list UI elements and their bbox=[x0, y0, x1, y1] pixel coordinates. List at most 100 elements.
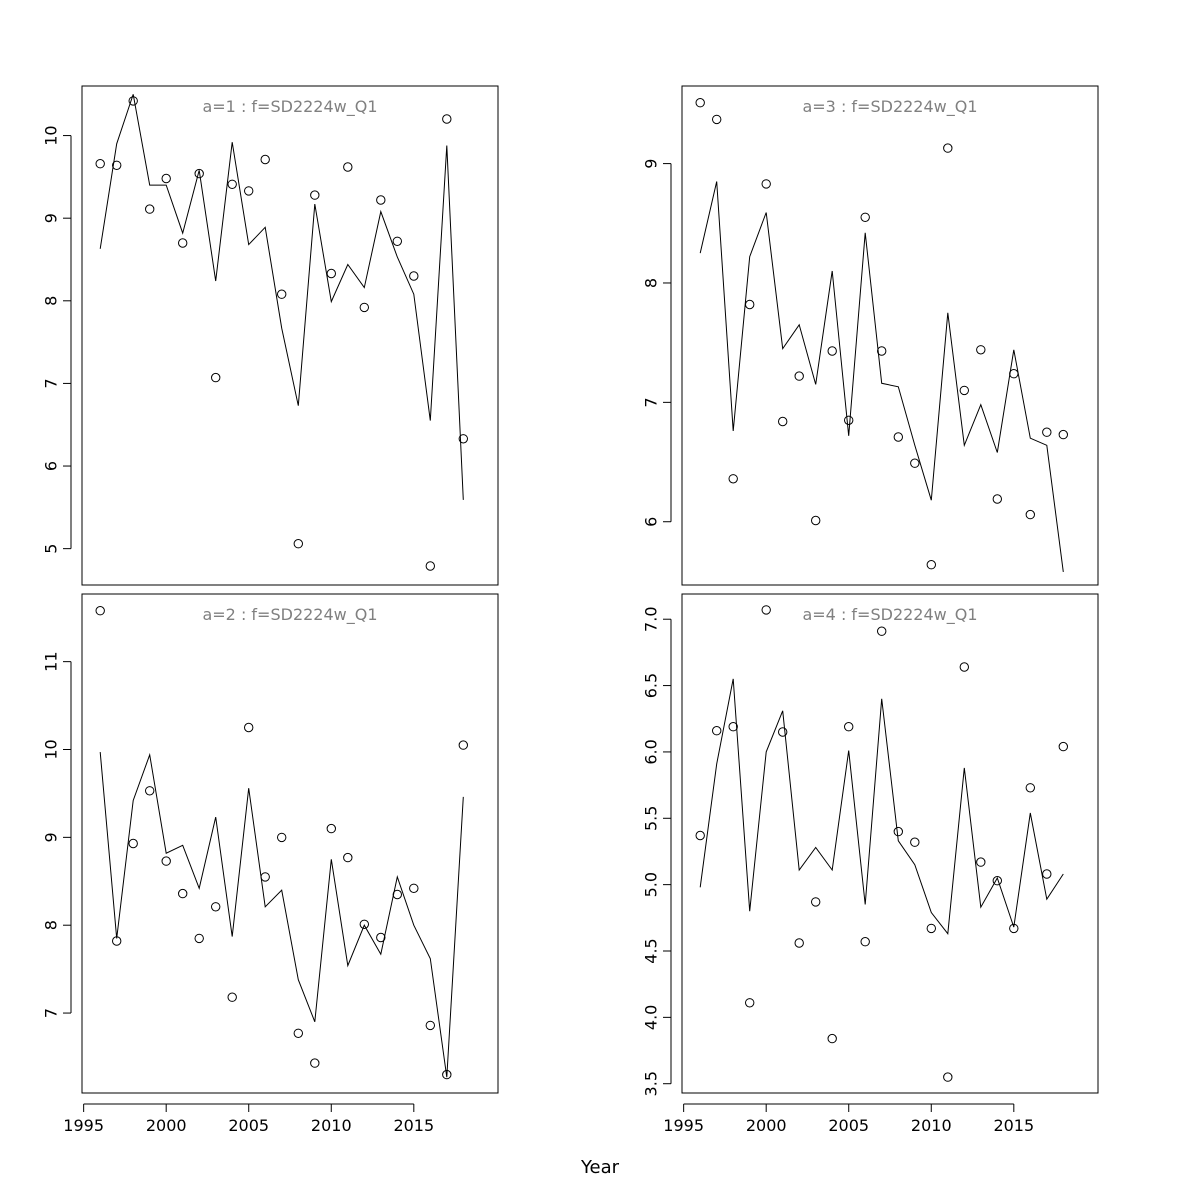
panel-1: a=1 : f=SD2224w_Q1 5 6 7 8 9 10 bbox=[42, 85, 499, 586]
observed-point bbox=[844, 722, 854, 732]
observed-point bbox=[778, 727, 788, 737]
observed-point bbox=[976, 345, 986, 355]
observed-point bbox=[178, 238, 188, 248]
y-tick-label: 10 bbox=[42, 739, 61, 759]
observed-point bbox=[860, 937, 870, 947]
observed-point bbox=[728, 474, 738, 484]
observed-point bbox=[161, 173, 171, 184]
observed-point bbox=[827, 1033, 837, 1044]
observed-point bbox=[910, 458, 920, 468]
plot-frame bbox=[81, 85, 499, 586]
observed-point bbox=[211, 372, 221, 383]
observed-point bbox=[811, 515, 821, 526]
y-tick-label: 7.0 bbox=[642, 606, 661, 631]
observed-point bbox=[310, 190, 320, 200]
x-tick-label: 2015 bbox=[393, 1116, 434, 1135]
y-tick-label: 6 bbox=[42, 461, 61, 471]
observed-point bbox=[794, 938, 804, 948]
x-tick-label: 2005 bbox=[828, 1116, 869, 1135]
y-tick-label: 7 bbox=[642, 397, 661, 407]
x-tick-label: 1995 bbox=[63, 1116, 104, 1135]
observed-point bbox=[860, 212, 870, 223]
observed-point bbox=[728, 722, 738, 732]
observed-point bbox=[161, 856, 171, 866]
observed-point bbox=[959, 662, 969, 672]
observed-point bbox=[877, 346, 887, 356]
x-tick-label: 2000 bbox=[146, 1116, 187, 1135]
observed-point bbox=[458, 740, 468, 750]
observed-point bbox=[893, 826, 903, 837]
y-tick-label: 5.5 bbox=[642, 806, 661, 831]
panels: a=1 : f=SD2224w_Q1 5 6 7 8 9 10 a=3 : f=SD2224w… bbox=[42, 85, 1099, 1135]
observed-point bbox=[326, 823, 336, 834]
y-tick-label: 8 bbox=[42, 296, 61, 306]
x-tick-label: 2010 bbox=[911, 1116, 952, 1135]
observed-point bbox=[778, 416, 788, 427]
y-tick-label: 10 bbox=[42, 125, 61, 145]
y-tick-label: 9 bbox=[42, 213, 61, 223]
observed-point bbox=[194, 168, 204, 179]
observed-point bbox=[227, 992, 237, 1002]
panel-3: a=2 : f=SD2224w_Q1 7 8 9 10 11 1995 2000 2005 201… bbox=[42, 593, 499, 1135]
y-tick-label: 6.0 bbox=[642, 739, 661, 764]
observed-point bbox=[277, 832, 287, 843]
fitted-line bbox=[99, 94, 464, 500]
panel-title: a=3 : f=SD2224w_Q1 bbox=[802, 97, 977, 117]
panel-4: a=4 : f=SD2224w_Q1 3.5 4.0 4.5 5.0 5.5 6.0 6.5 7… bbox=[642, 593, 1099, 1135]
observed-point bbox=[95, 159, 105, 169]
observed-point bbox=[992, 494, 1002, 504]
observed-point bbox=[376, 932, 386, 943]
panel-title: a=1 : f=SD2224w_Q1 bbox=[202, 97, 377, 117]
observed-point bbox=[359, 919, 369, 929]
observed-point bbox=[95, 606, 105, 616]
observed-point bbox=[877, 626, 887, 636]
observed-point bbox=[128, 838, 138, 849]
y-tick-label: 5.0 bbox=[642, 872, 661, 897]
observed-point bbox=[145, 786, 155, 796]
observed-point bbox=[695, 98, 705, 108]
x-tick-label: 2010 bbox=[311, 1116, 352, 1135]
observed-point bbox=[1042, 869, 1052, 879]
observed-point bbox=[761, 605, 771, 615]
y-tick-label: 4.0 bbox=[642, 1005, 661, 1030]
y-tick-label: 8 bbox=[42, 920, 61, 930]
x-tick-label: 2015 bbox=[993, 1116, 1034, 1135]
observed-point bbox=[712, 114, 722, 125]
observed-point bbox=[359, 302, 369, 313]
observed-point bbox=[326, 268, 336, 279]
observed-point bbox=[343, 852, 353, 863]
panel-title: a=2 : f=SD2224w_Q1 bbox=[202, 605, 377, 625]
observed-point bbox=[409, 271, 419, 281]
y-tick-label: 5 bbox=[42, 544, 61, 554]
observed-point bbox=[712, 726, 722, 736]
observed-point bbox=[992, 876, 1002, 886]
x-tick-label: 2000 bbox=[746, 1116, 787, 1135]
observed-point bbox=[893, 432, 903, 442]
observed-point bbox=[926, 923, 936, 934]
observed-point bbox=[442, 114, 452, 124]
observed-point bbox=[976, 857, 986, 867]
observed-point bbox=[227, 179, 237, 190]
observed-point bbox=[943, 1072, 953, 1082]
observed-point bbox=[376, 195, 386, 205]
observed-point bbox=[761, 179, 771, 189]
observed-point bbox=[293, 1028, 303, 1039]
observed-point bbox=[145, 204, 155, 214]
observed-point bbox=[425, 561, 435, 571]
observed-point bbox=[425, 1020, 435, 1031]
panel-2: a=3 : f=SD2224w_Q1 6 7 8 9 bbox=[642, 85, 1099, 586]
observed-point bbox=[926, 560, 936, 570]
y-tick-label: 7 bbox=[42, 378, 61, 388]
y-tick-label: 4.5 bbox=[642, 938, 661, 963]
fitted-line bbox=[99, 752, 464, 1078]
y-tick-label: 6.5 bbox=[642, 673, 661, 698]
observed-point bbox=[310, 1058, 320, 1068]
observed-point bbox=[695, 830, 705, 841]
observed-point bbox=[959, 385, 969, 396]
observed-point bbox=[244, 722, 254, 733]
observed-point bbox=[260, 154, 270, 165]
observed-point bbox=[194, 933, 204, 944]
panel-title: a=4 : f=SD2224w_Q1 bbox=[802, 605, 977, 625]
observed-point bbox=[1025, 783, 1036, 793]
